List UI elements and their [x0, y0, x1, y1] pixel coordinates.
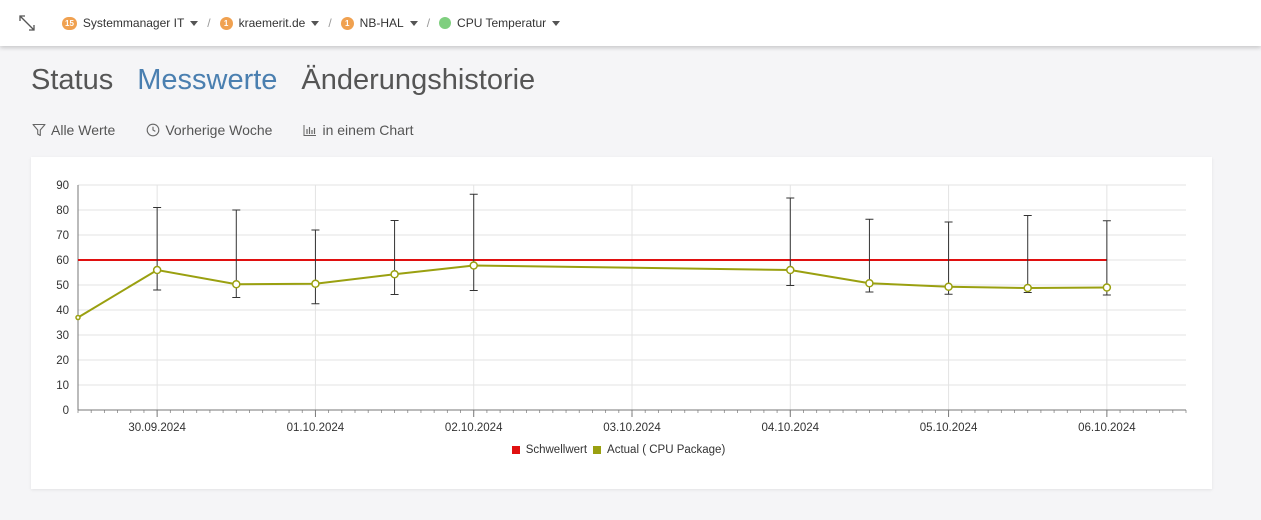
y-tick-label: 60: [56, 255, 69, 267]
legend-label: Schwellwert: [525, 444, 588, 456]
data-point[interactable]: [865, 279, 874, 288]
caret-down-icon: [311, 20, 320, 26]
breadcrumb-label: NB-HAL: [359, 16, 404, 30]
y-tick-label: 10: [56, 380, 69, 392]
data-point[interactable]: [469, 261, 478, 270]
breadcrumb-item-domain[interactable]: 1 kraemerit.de: [219, 16, 320, 30]
x-tick-label: 30.09.2024: [128, 422, 186, 434]
y-tick-label: 50: [56, 280, 69, 292]
x-tick-label: 04.10.2024: [762, 422, 820, 434]
caret-down-icon: [190, 20, 199, 26]
y-tick-label: 90: [56, 180, 69, 192]
data-point[interactable]: [311, 279, 320, 288]
data-point[interactable]: [390, 270, 399, 279]
data-point[interactable]: [1023, 283, 1032, 293]
chart-card: 0 10 20 30 40 50 60 70 80 90 30.09.2024 01.10.2024 0…: [31, 157, 1212, 489]
y-tick-label: 30: [56, 330, 69, 342]
x-tick-label: 03.10.2024: [603, 422, 661, 434]
breadcrumb-item-sensor[interactable]: CPU Temperatur: [439, 16, 561, 30]
filter-label: Alle Werte: [51, 122, 116, 138]
y-tick-label: 20: [56, 355, 69, 367]
legend-item-threshold[interactable]: Schwellwert: [511, 444, 588, 456]
x-tick-label: 05.10.2024: [920, 422, 978, 434]
filter-button[interactable]: Alle Werte: [32, 122, 115, 138]
data-point[interactable]: [786, 265, 795, 275]
previous-week-button[interactable]: Vorherige Woche: [146, 122, 272, 138]
temperature-chart: 0 10 20 30 40 50 60 70 80 90 30.09.2024 01.10.2024 0…: [56, 180, 1187, 434]
legend-item-actual[interactable]: Actual ( CPU Package): [593, 444, 725, 456]
data-point[interactable]: [152, 265, 162, 275]
y-tick-label: 0: [63, 405, 69, 417]
data-point[interactable]: [1102, 283, 1112, 292]
y-tick-label: 40: [56, 305, 69, 317]
page-tabs: Status Messwerte Änderungshistorie: [31, 64, 559, 97]
tab-aenderungshistorie[interactable]: Änderungshistorie: [301, 64, 536, 96]
toolbar: Alle Werte Vorherige Woche in einem Char…: [32, 122, 445, 138]
previous-week-label: Vorherige Woche: [165, 122, 273, 138]
caret-down-icon: [552, 20, 561, 26]
breadcrumb-separator: /: [207, 16, 211, 30]
count-badge: 1: [219, 16, 233, 30]
legend-label: Actual ( CPU Package): [607, 444, 726, 456]
breadcrumb-label: Systemmanager IT: [82, 16, 185, 30]
x-tick-label: 02.10.2024: [445, 422, 503, 434]
x-tick-label: 06.10.2024: [1078, 422, 1136, 434]
caret-down-icon: [409, 20, 418, 26]
tab-status[interactable]: Status: [31, 64, 114, 96]
count-badge: 15: [62, 16, 77, 30]
legend-swatch: [593, 446, 602, 454]
breadcrumb: 15 Systemmanager IT / 1 kraemerit.de / 1…: [62, 0, 561, 46]
data-point[interactable]: [75, 314, 81, 321]
breadcrumb-label: kraemerit.de: [238, 16, 306, 30]
y-tick-label: 70: [56, 230, 69, 242]
legend-swatch: [511, 446, 520, 454]
expand-icon[interactable]: [17, 13, 37, 33]
y-tick-label: 80: [56, 205, 69, 217]
data-point[interactable]: [232, 280, 241, 289]
filter-icon: [32, 123, 46, 137]
status-dot-icon: [439, 17, 452, 29]
chart-legend: Schwellwert Actual ( CPU Package): [31, 444, 1212, 456]
top-bar: 15 Systemmanager IT / 1 kraemerit.de / 1…: [0, 0, 1261, 46]
clock-icon: [146, 123, 160, 137]
breadcrumb-separator: /: [426, 16, 431, 30]
breadcrumb-separator: /: [328, 16, 332, 30]
breadcrumb-label: CPU Temperatur: [457, 16, 547, 30]
x-tick-label: 01.10.2024: [287, 422, 345, 434]
single-chart-label: in einem Chart: [322, 122, 414, 138]
bar-chart-icon: [303, 125, 317, 136]
data-point[interactable]: [944, 282, 953, 291]
tab-messwerte[interactable]: Messwerte: [137, 64, 278, 96]
count-badge: 1: [340, 16, 354, 30]
single-chart-button[interactable]: in einem Chart: [303, 122, 414, 138]
breadcrumb-item-group[interactable]: 15 Systemmanager IT: [62, 16, 199, 30]
breadcrumb-item-host[interactable]: 1 NB-HAL: [340, 16, 418, 30]
